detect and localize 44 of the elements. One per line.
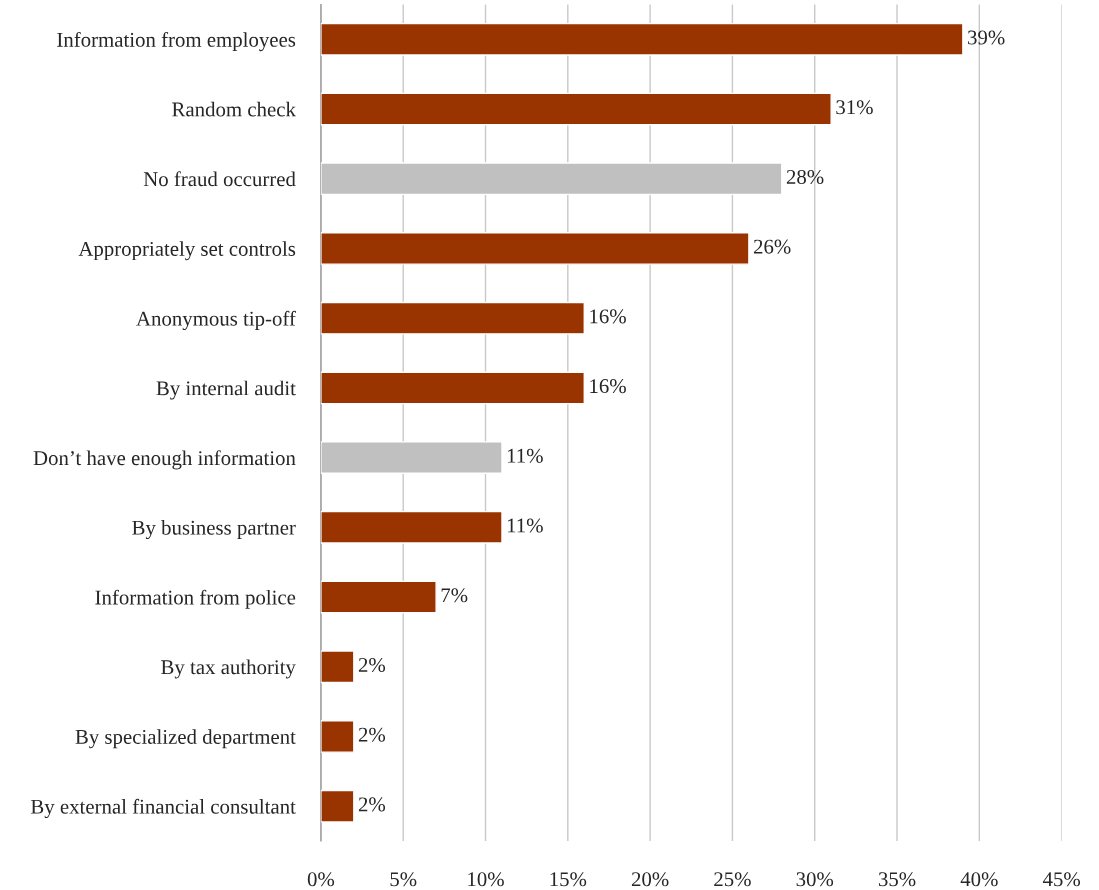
bar: [320, 22, 964, 56]
x-tick-label: 20%: [631, 872, 669, 887]
bar: [320, 510, 503, 544]
y-tick-label: No fraud occurred: [143, 171, 296, 187]
y-tick-label: Don’t have enough information: [33, 450, 296, 470]
bar: [320, 789, 355, 823]
data-label: 2%: [358, 797, 386, 812]
bar: [320, 371, 585, 405]
data-label: 2%: [358, 657, 386, 673]
x-tick-label: 15%: [550, 872, 587, 887]
y-tick-label: By specialized department: [75, 729, 296, 749]
bar: [320, 301, 585, 335]
data-label: 26%: [753, 239, 791, 254]
data-label: 16%: [590, 379, 626, 394]
y-tick-label: Information from police: [95, 589, 296, 609]
y-tick-label: By external financial consultant: [30, 798, 296, 819]
y-tick-label: Appropriately set controls: [78, 241, 296, 261]
data-label: 11%: [507, 518, 543, 533]
bar: [320, 580, 437, 614]
bar: [320, 720, 355, 753]
x-tick-label: 35%: [878, 872, 916, 887]
x-tick-label: 10%: [468, 872, 504, 887]
y-tick-label: Random check: [172, 101, 296, 117]
x-tick-label: 25%: [714, 872, 751, 887]
x-tick-label: 40%: [960, 872, 998, 887]
data-label: 11%: [507, 448, 543, 463]
data-label: 31%: [836, 100, 873, 115]
x-tick-label: 0%: [307, 872, 335, 887]
bar: [320, 232, 750, 265]
bar: [320, 650, 355, 684]
x-tick-label: 45%: [1042, 872, 1081, 887]
y-tick-label: By business partner: [132, 520, 296, 540]
data-label: 28%: [786, 169, 824, 185]
data-label: 2%: [358, 727, 386, 742]
data-label: 16%: [590, 309, 626, 324]
data-label: 39%: [968, 30, 1005, 45]
x-tick-label: 30%: [796, 872, 834, 887]
bar: [320, 92, 832, 126]
y-tick-label: By tax authority: [161, 659, 296, 679]
y-tick-label: By internal audit: [156, 380, 296, 400]
y-tick-label: Information from employees: [57, 31, 296, 52]
x-tick-label: 5%: [390, 872, 417, 887]
y-tick-label: Anonymous tip-off: [136, 310, 296, 330]
data-label: 7%: [441, 588, 468, 603]
